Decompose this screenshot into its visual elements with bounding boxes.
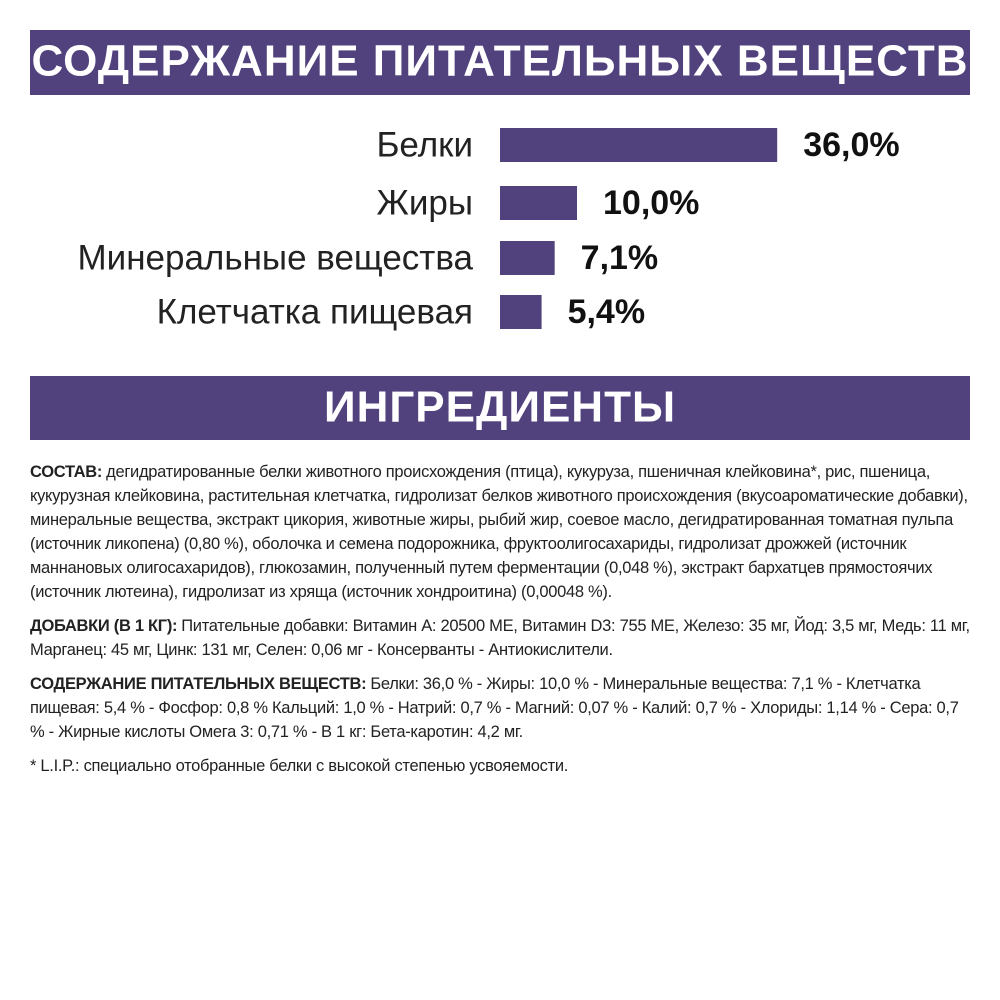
category-label: Белки — [376, 125, 473, 164]
paragraph-label: СОДЕРЖАНИЕ ПИТАТЕЛЬНЫХ ВЕЩЕСТВ: — [30, 675, 367, 693]
bar — [500, 128, 778, 162]
paragraph: СОСТАВ: дегидратированные белки животного… — [30, 460, 970, 604]
paragraph-label: СОСТАВ: — [30, 463, 103, 481]
value-label: 10,0% — [603, 184, 699, 222]
value-label: 5,4% — [568, 293, 646, 331]
banner — [30, 30, 970, 95]
paragraph-label: ДОБАВКИ (В 1 КГ): — [30, 617, 178, 635]
value-label: 36,0% — [803, 126, 899, 164]
bar — [500, 295, 542, 329]
category-label: Клетчатка пищевая — [157, 292, 473, 331]
category-label: Минеральные вещества — [78, 238, 474, 277]
ingredients-text: СОСТАВ: дегидратированные белки животного… — [30, 460, 970, 788]
chart: СОДЕРЖАНИЕ ПИТАТЕЛЬНЫХ ВЕЩЕСТВ ИНГРЕДИЕН… — [30, 30, 970, 440]
chart-title: СОДЕРЖАНИЕ ПИТАТЕЛЬНЫХ ВЕЩЕСТВ — [31, 37, 968, 86]
banner — [30, 376, 970, 440]
footnote: * L.I.P.: специально отобранные белки с … — [30, 757, 569, 775]
paragraph-text: дегидратированные белки животного происх… — [30, 463, 968, 601]
bar — [500, 186, 577, 220]
paragraph: СОДЕРЖАНИЕ ПИТАТЕЛЬНЫХ ВЕЩЕСТВ: Белки: 36… — [30, 672, 970, 744]
paragraph: ДОБАВКИ (В 1 КГ): Питательные добавки: Ви… — [30, 614, 970, 662]
paragraph-text: Питательные добавки: Витамин А: 20500 МЕ… — [30, 617, 970, 659]
value-label: 7,1% — [581, 239, 659, 277]
bar — [500, 241, 555, 275]
paragraph-text: Белки: 36,0 % - Жиры: 10,0 % - Минеральн… — [30, 675, 959, 741]
section-title: ИНГРЕДИЕНТЫ — [324, 383, 676, 432]
category-label: Жиры — [377, 183, 474, 222]
